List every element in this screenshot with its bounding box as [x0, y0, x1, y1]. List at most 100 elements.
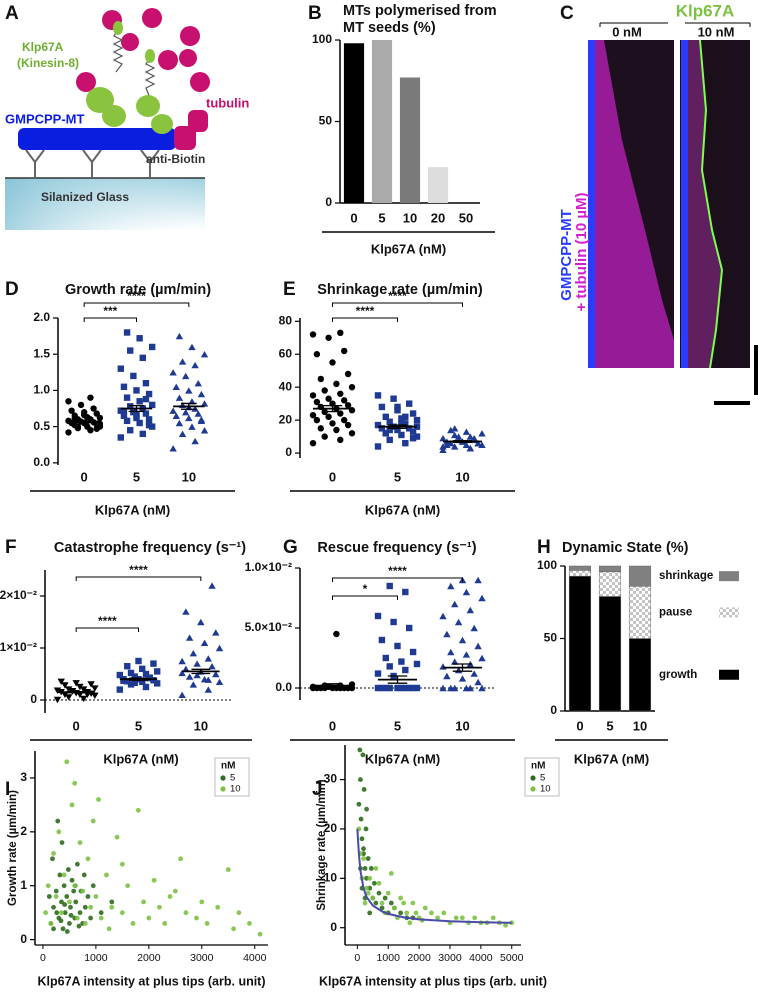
point — [348, 383, 356, 391]
point — [172, 888, 178, 894]
point — [117, 434, 124, 441]
chart-J: J 0 10 20 30 0 1000 2000 3000 4000 5000 Klp67A inte… — [312, 745, 560, 988]
point — [74, 915, 80, 921]
point — [341, 397, 348, 404]
chart-F: F Catastrophe frequency (s⁻¹) 0 1×10⁻² 2×10⁻… — [0, 537, 252, 766]
chart-I: I 0 1 2 3 0 1000 2000 3000 4000 Klp67A intensity a… — [5, 751, 268, 988]
point — [447, 582, 455, 590]
point — [141, 899, 146, 905]
point — [91, 692, 99, 700]
x-tick-label: 2000 — [137, 952, 161, 964]
y-tick-label: 0 — [20, 932, 27, 946]
x-tick-label: 0 — [329, 469, 336, 484]
point — [149, 343, 156, 351]
point — [341, 416, 348, 424]
point — [204, 921, 210, 926]
tubulin-end — [188, 110, 208, 132]
point — [313, 398, 321, 406]
point — [398, 684, 405, 692]
point — [439, 684, 447, 692]
chart-title: Dynamic State (%) — [562, 540, 689, 556]
point — [329, 359, 336, 366]
x-tick-label: 5 — [135, 718, 142, 733]
point — [109, 904, 115, 910]
point — [188, 343, 196, 351]
point — [169, 369, 177, 376]
point — [441, 910, 447, 916]
x-tick-label: 10 — [403, 210, 417, 225]
point — [257, 931, 263, 937]
point — [79, 695, 88, 703]
bar-segment — [628, 565, 652, 587]
point — [116, 686, 123, 693]
point — [62, 910, 68, 916]
point — [178, 358, 187, 365]
point — [185, 387, 193, 394]
point — [344, 402, 352, 409]
point — [119, 861, 125, 867]
point — [439, 435, 447, 442]
point — [67, 921, 72, 926]
point — [374, 684, 382, 692]
point — [394, 407, 401, 414]
diagram-a: A Klp67A (Kinesin-8) tubulin — [5, 3, 249, 230]
point — [378, 684, 386, 692]
kymo-title: Klp67A — [676, 1, 735, 20]
point — [447, 439, 455, 447]
surface-label: Silanized Glass — [41, 190, 129, 204]
bar-segment — [598, 565, 622, 573]
point — [157, 904, 162, 910]
point — [53, 894, 59, 899]
point — [333, 380, 340, 388]
point — [151, 877, 157, 883]
point — [80, 888, 86, 894]
point — [398, 415, 405, 422]
point — [398, 895, 403, 901]
point — [462, 428, 471, 435]
point — [344, 421, 352, 429]
point — [478, 684, 486, 692]
point — [333, 426, 340, 434]
point — [398, 910, 403, 916]
point — [374, 392, 382, 399]
point — [409, 410, 417, 417]
chart-title: Rescue frequency (s⁻¹) — [317, 540, 476, 556]
point — [194, 915, 199, 921]
point — [120, 412, 128, 419]
point — [341, 347, 348, 355]
y-tick-label: 1×10⁻² — [0, 640, 37, 654]
point — [67, 899, 72, 905]
point — [62, 902, 68, 907]
legend-label: growth — [659, 669, 697, 681]
point — [193, 660, 201, 667]
point — [142, 379, 150, 387]
point — [139, 430, 146, 438]
point — [123, 417, 131, 425]
point — [65, 429, 72, 436]
point — [367, 875, 373, 881]
x-tick-label: 0 — [576, 718, 583, 733]
point — [439, 663, 447, 670]
panel-letter: A — [5, 3, 19, 24]
point — [378, 403, 386, 411]
point — [454, 618, 463, 626]
point — [407, 920, 413, 926]
point — [439, 612, 447, 620]
point — [127, 681, 135, 688]
y-tick-label: 80 — [279, 313, 293, 327]
significance-label: *** — [103, 304, 117, 318]
legend-swatch — [719, 669, 739, 680]
point — [64, 694, 73, 701]
point — [182, 665, 190, 672]
point — [69, 802, 75, 808]
point — [413, 910, 419, 916]
point — [472, 915, 478, 921]
point — [398, 431, 405, 439]
point — [178, 856, 184, 862]
point — [422, 905, 428, 911]
point — [135, 807, 141, 813]
point — [376, 890, 382, 896]
point — [149, 401, 156, 409]
point — [474, 439, 482, 447]
significance-label: **** — [98, 614, 117, 628]
